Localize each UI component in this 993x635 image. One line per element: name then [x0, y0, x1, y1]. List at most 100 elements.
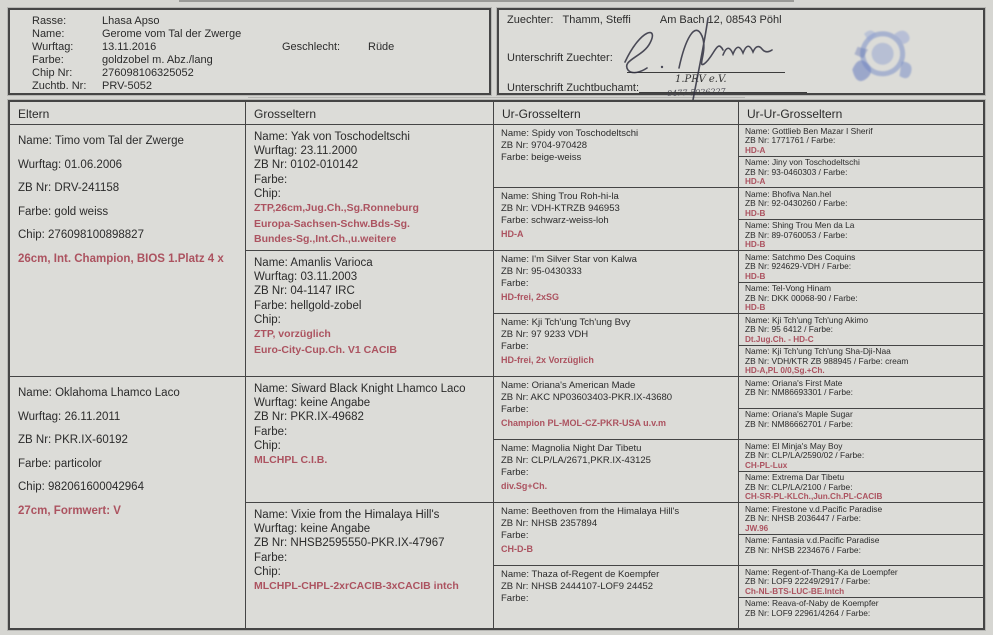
field-value: 276098106325052	[102, 67, 194, 79]
breeder-signature-label: Unterschrift Zuechter:	[507, 52, 613, 64]
pedigree-cell: Name: Extrema Dar Tibetu ZB Nr: CLP/LA/21…	[739, 470, 983, 503]
pedigree-cell: Name: Fantasia v.d.Pacific Paradise ZB Nr…	[739, 533, 983, 566]
pedigree-cell: Name: Reava-of-Naby de Koempfer ZB Nr: LO…	[739, 596, 983, 629]
pedigree-field-line: Name: Satchmo Des Coquins	[745, 251, 856, 262]
field-row: Rasse: Lhasa Apso	[32, 15, 483, 28]
pedigree-field-line: ZB Nr: 0102-010142	[254, 159, 359, 172]
pedigree-field-line: Name: Gottlieb Ben Mazar I Sherif	[745, 125, 873, 136]
column-title: Eltern	[10, 102, 245, 125]
pedigree-field-line: Farbe:	[501, 278, 529, 290]
pedigree-field-line: Name: Oriana's American Made	[501, 380, 636, 391]
breeder-signature-box: Zuechter: Thamm, Steffi Am Bach 12, 0854…	[497, 8, 985, 101]
pedigree-field-line: Farbe: gold weiss	[18, 205, 109, 218]
pedigree-cell: Name: Bhofiva Nan.hel ZB Nr: 92-0430260 /…	[739, 187, 983, 219]
breeder-line: Zuechter: Thamm, Steffi Am Bach 12, 0854…	[507, 14, 782, 26]
field-label: Chip Nr:	[32, 67, 73, 79]
pedigree-cell: Name: Tel-Vong Hinam ZB Nr: DKK 00068-90 …	[739, 281, 983, 314]
pedigree-cell: Name: Gottlieb Ben Mazar I Sherif ZB Nr: …	[739, 125, 983, 156]
field-label: Zuchtb. Nr:	[32, 80, 87, 92]
signature-club-note: 1.PRV e.V.	[675, 74, 727, 85]
title-annotation: CH-PL-Lux	[745, 460, 788, 470]
title-annotation: MLCHPL C.I.B.	[254, 454, 328, 467]
pedigree-cell: Name: Yak von Toschodeltschi Wurftag: 23.…	[246, 125, 493, 250]
pedigree-field-line: Chip:	[254, 187, 281, 200]
pedigree-cell: Name: Magnolia Night Dar Tibetu ZB Nr: CL…	[494, 439, 738, 502]
pedigree-field-line: Wurftag: 03.11.2003	[254, 271, 358, 284]
studbook-office-label: Unterschrift Zuchtbuchamt:	[507, 82, 640, 94]
scan-artifact	[248, 97, 745, 98]
pedigree-column-grosseltern: Grosseltern Name: Yak von Toschodeltschi…	[246, 102, 494, 628]
pedigree-cell: Name: Vixie from the Himalaya Hill's Wurf…	[246, 502, 493, 628]
pedigree-field-line: Name: Bhofiva Nan.hel	[745, 188, 832, 199]
pedigree-field-line: Name: Kji Tch'ung Tch'ung Sha-Dji-Naa	[745, 346, 891, 356]
column-body: Name: Gottlieb Ben Mazar I Sherif ZB Nr: …	[739, 125, 983, 628]
studbook-signature-line	[639, 92, 807, 93]
sex-label: Geschlecht:	[282, 41, 341, 53]
pedigree-field-line: ZB Nr: NM86693301 / Farbe:	[745, 387, 853, 398]
scan-artifact	[178, 0, 795, 2]
pedigree-cell: Name: Jiny von Toschodeltschi ZB Nr: 93-0…	[739, 155, 983, 188]
pedigree-field-line: ZB Nr: NHSB 2036447 / Farbe:	[745, 513, 861, 524]
pedigree-cell: Name: Beethoven from the Himalaya Hill's…	[494, 502, 738, 565]
title-annotation: HD-B	[745, 208, 766, 218]
pedigree-field-line: ZB Nr: 04-1147 IRC	[254, 285, 355, 298]
pedigree-cell: Name: Spidy von Toschodeltschi ZB Nr: 970…	[494, 125, 738, 187]
title-annotation: div.Sg+Ch.	[501, 480, 548, 491]
pedigree-cell: Name: Satchmo Des Coquins ZB Nr: 924629-V…	[739, 250, 983, 282]
field-row: Name: Gerome vom Tal der Zwerge	[32, 28, 483, 41]
pedigree-cell: Name: I'm Silver Star von Kalwa ZB Nr: 95…	[494, 250, 738, 313]
pedigree-column-eltern: Eltern Name: Timo vom Tal der Zwerge Wurf…	[10, 102, 246, 628]
pedigree-field-line: ZB Nr: LOF9 22249/2917 / Farbe:	[745, 576, 871, 587]
dog-fields: Rasse: Lhasa Apso Name: Gerome vom Tal der …	[32, 15, 483, 93]
breeder-name: Thamm, Steffi	[562, 14, 631, 26]
column-title: Ur-Ur-Grosseltern	[739, 102, 983, 125]
title-annotation: HD-A	[745, 177, 766, 187]
pedigree-field-line: ZB Nr: VDH-KTRZB 946953	[501, 203, 620, 215]
pedigree-cell: Name: El Minja's May Boy ZB Nr: CLP/LA/25…	[739, 439, 983, 471]
handwritten-signature	[624, 17, 773, 101]
pedigree-field-line: Wurftag: 01.06.2006	[18, 158, 122, 171]
field-label: Name:	[32, 28, 65, 40]
title-annotation: HD-frei, 2x Vorzüglich	[501, 354, 594, 365]
pedigree-field-line: Wurftag: keine Angabe	[254, 523, 371, 536]
pedigree-field-line: ZB Nr: CLP/LA/2590/02 / Farbe:	[745, 450, 865, 461]
pedigree-field-line: ZB Nr: CLP/LA/2100 / Farbe:	[745, 481, 853, 492]
field-value: 13.11.2016	[102, 41, 157, 53]
pedigree-field-line: ZB Nr: 95-0430333	[501, 266, 582, 278]
pedigree-field-line: Farbe:	[254, 425, 288, 438]
pedigree-field-line: Name: Fantasia v.d.Pacific Paradise	[745, 535, 880, 545]
pedigree-cell: Name: Kji Tch'ung Tch'ung Bvy ZB Nr: 97 9…	[494, 313, 738, 376]
title-annotation: Champion PL-MOL-CZ-PKR-USA u.v.m	[501, 417, 666, 428]
title-annotation: CH-SR-PL-KLCh.,Jun.Ch.PL-CACIB	[745, 492, 883, 502]
field-value: goldzobel m. Abz./lang	[102, 54, 213, 66]
pedigree-field-line: Chip:	[254, 565, 281, 578]
column-body: Name: Yak von Toschodeltschi Wurftag: 23.…	[246, 125, 493, 628]
pedigree-field-line: Name: El Minja's May Boy	[745, 440, 843, 451]
title-annotation: Europa-Sachsen-Schw.Bds-Sg.	[254, 217, 410, 230]
pedigree-field-line: Farbe:	[501, 341, 529, 353]
column-body: Name: Timo vom Tal der Zwerge Wurftag: 01…	[10, 125, 245, 628]
title-annotation: 26cm, Int. Champion, BIOS 1.Platz 4 x	[18, 252, 224, 265]
pedigree-field-line: Name: Firestone v.d.Pacific Paradise	[745, 503, 883, 514]
field-row: Zuchtb. Nr: PRV-5052	[32, 80, 483, 93]
title-annotation: Dt.Jug.Ch. - HD-C	[745, 334, 814, 344]
pedigree-field-line: Name: Regent-of-Thang-Ka de Loempfer	[745, 566, 898, 577]
title-annotation: HD-B	[745, 240, 766, 250]
pedigree-field-line: Name: Tel-Vong Hinam	[745, 283, 831, 293]
title-annotation: 27cm, Formwert: V	[18, 504, 121, 517]
pedigree-field-line: Name: Beethoven from the Himalaya Hill's	[501, 506, 680, 517]
field-row: Wurftag: 13.11.2016	[32, 41, 483, 54]
field-label: Wurftag:	[32, 41, 74, 53]
title-annotation: Bundes-Sg.,Int.Ch.,u.weitere	[254, 233, 397, 246]
pedigree-column-ur-ur-grosseltern: Ur-Ur-Grosseltern Name: Gottlieb Ben Maz…	[739, 102, 983, 628]
pedigree-field-line: Name: Reava-of-Naby de Koempfer	[745, 598, 879, 608]
pedigree-field-line: Name: Thaza of-Regent de Koempfer	[501, 569, 660, 580]
pedigree-cell: Name: Oriana's American Made ZB Nr: AKC N…	[494, 376, 738, 439]
field-label: Farbe:	[32, 54, 64, 66]
title-annotation: HD-B	[745, 303, 766, 313]
pedigree-field-line: Name: Yak von Toschodeltschi	[254, 131, 410, 143]
pedigree-field-line: ZB Nr: LOF9 22961/4264 / Farbe:	[745, 607, 871, 618]
pedigree-field-line: Farbe:	[254, 551, 288, 564]
pedigree-field-line: Chip:	[254, 439, 281, 452]
title-annotation: HD-A	[745, 145, 766, 155]
